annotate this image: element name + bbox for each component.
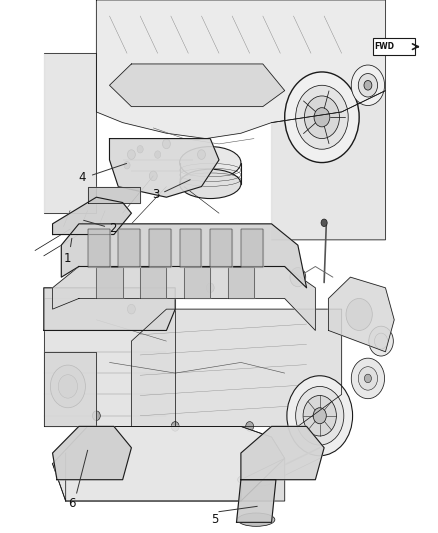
Circle shape (304, 96, 339, 139)
Circle shape (149, 171, 157, 181)
Text: 1: 1 (64, 252, 72, 265)
Polygon shape (272, 91, 385, 240)
Ellipse shape (237, 513, 275, 527)
Circle shape (351, 65, 385, 106)
Text: 3: 3 (152, 188, 160, 201)
Polygon shape (328, 277, 394, 352)
Circle shape (162, 139, 170, 149)
Circle shape (50, 365, 85, 408)
Circle shape (124, 161, 130, 169)
Circle shape (246, 422, 254, 431)
Polygon shape (118, 229, 140, 266)
Polygon shape (237, 480, 276, 522)
Ellipse shape (180, 169, 241, 199)
Polygon shape (210, 229, 232, 266)
Text: 6: 6 (68, 497, 76, 510)
Circle shape (155, 151, 161, 158)
Polygon shape (110, 64, 285, 107)
Circle shape (364, 80, 372, 90)
Text: 5: 5 (211, 513, 218, 526)
Polygon shape (140, 266, 166, 298)
FancyBboxPatch shape (373, 38, 415, 55)
Polygon shape (228, 266, 254, 298)
Polygon shape (131, 309, 342, 426)
Circle shape (369, 326, 393, 356)
Circle shape (303, 395, 336, 436)
Circle shape (58, 375, 78, 398)
Bar (0, 0, 438, 266)
Polygon shape (44, 298, 175, 426)
Circle shape (137, 146, 143, 153)
Polygon shape (44, 288, 175, 330)
Polygon shape (110, 139, 219, 197)
Circle shape (374, 333, 388, 349)
Circle shape (346, 298, 372, 330)
Circle shape (296, 85, 348, 149)
Circle shape (364, 374, 371, 383)
Circle shape (127, 150, 135, 159)
Circle shape (198, 150, 205, 159)
Circle shape (206, 283, 214, 293)
Ellipse shape (180, 147, 241, 179)
Polygon shape (96, 0, 385, 139)
Text: 2: 2 (110, 222, 117, 235)
Polygon shape (241, 458, 285, 501)
Circle shape (321, 219, 327, 227)
Polygon shape (149, 229, 171, 266)
Ellipse shape (237, 473, 275, 486)
Polygon shape (241, 426, 324, 480)
Polygon shape (184, 266, 210, 298)
Circle shape (358, 367, 378, 390)
Polygon shape (88, 229, 110, 266)
Polygon shape (44, 53, 96, 213)
Polygon shape (53, 426, 285, 501)
Polygon shape (96, 266, 123, 298)
Polygon shape (180, 229, 201, 266)
Polygon shape (44, 352, 96, 426)
Circle shape (313, 408, 326, 424)
Circle shape (351, 358, 385, 399)
Circle shape (287, 376, 353, 456)
Polygon shape (88, 187, 140, 203)
Polygon shape (61, 224, 307, 288)
Circle shape (314, 108, 330, 127)
Polygon shape (53, 426, 131, 480)
Circle shape (92, 411, 100, 421)
Text: FWD: FWD (374, 42, 395, 51)
Polygon shape (53, 266, 315, 330)
Text: 4: 4 (78, 171, 85, 184)
Circle shape (290, 268, 306, 287)
Circle shape (171, 422, 179, 431)
Circle shape (285, 72, 359, 163)
Circle shape (296, 386, 344, 445)
Polygon shape (241, 229, 263, 266)
Circle shape (358, 74, 378, 97)
Circle shape (127, 304, 135, 314)
Polygon shape (53, 197, 131, 235)
